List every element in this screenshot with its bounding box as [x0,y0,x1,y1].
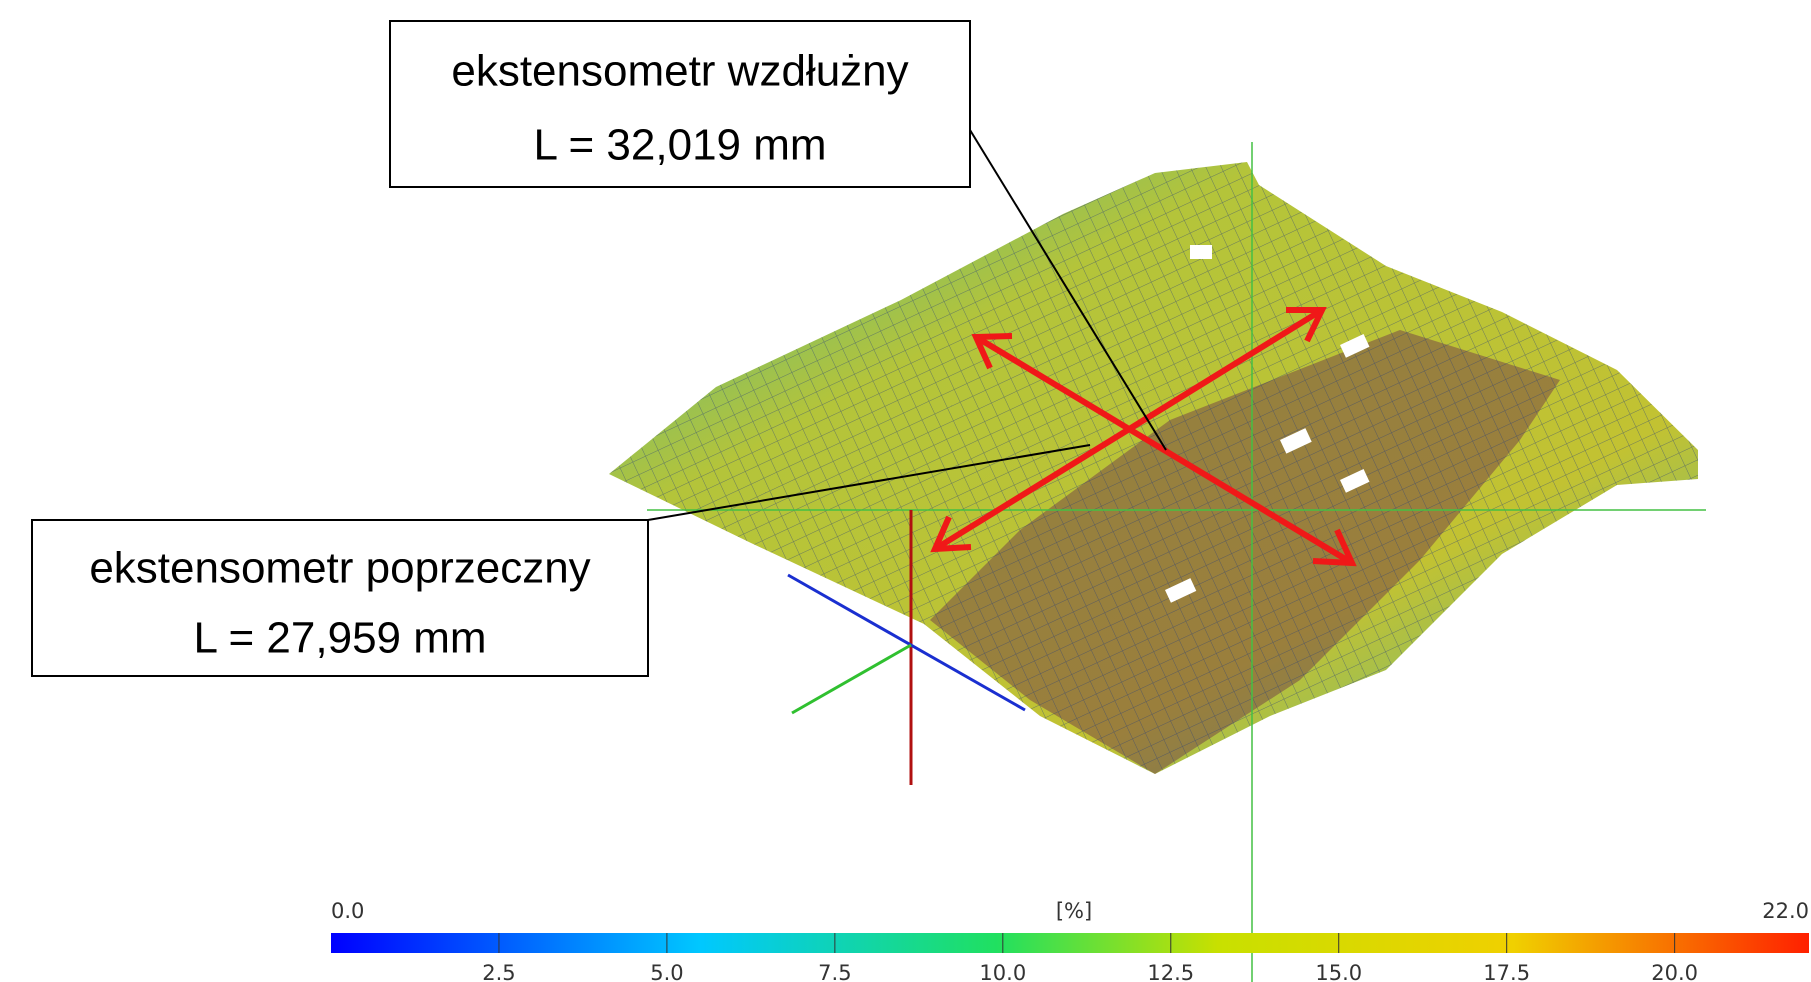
colorbar-end-label: 22.0 [1762,899,1809,923]
colorbar-end-label: 0.0 [331,899,364,923]
colorbar-tick-label: 17.5 [1483,961,1530,982]
strain-surface [609,162,1698,774]
colorbar-tick-label: 20.0 [1651,961,1698,982]
colorbar-gradient [331,933,1809,953]
colorbar-tick-label: 12.5 [1147,961,1194,982]
viewport: ekstensometr wzdłużny L = 32,019 mm ekst… [0,0,1811,982]
annotation-text: ekstensometr poprzeczny [89,544,590,593]
colorbar-tick-label: 2.5 [482,961,515,982]
annotation: ekstensometr wzdłużny L = 32,019 mm [390,21,970,187]
annotation: ekstensometr poprzeczny L = 27,959 mm [32,520,648,676]
annotation-text: ekstensometr wzdłużny [451,47,908,96]
annotation-text: L = 32,019 mm [533,121,826,170]
colorbar: [%] 0.0 22.0 2.5 5.0 7.5 10.0 12.5 15.0 17.5 20.0 [331,899,1809,982]
colorbar-tick-label: 7.5 [818,961,851,982]
colorbar-tick-label: 10.0 [979,961,1026,982]
annotation-text: L = 27,959 mm [193,614,486,663]
colorbar-tick-label: 15.0 [1315,961,1362,982]
colorbar-unit: [%] [1056,899,1092,923]
colorbar-tick-label: 5.0 [650,961,683,982]
